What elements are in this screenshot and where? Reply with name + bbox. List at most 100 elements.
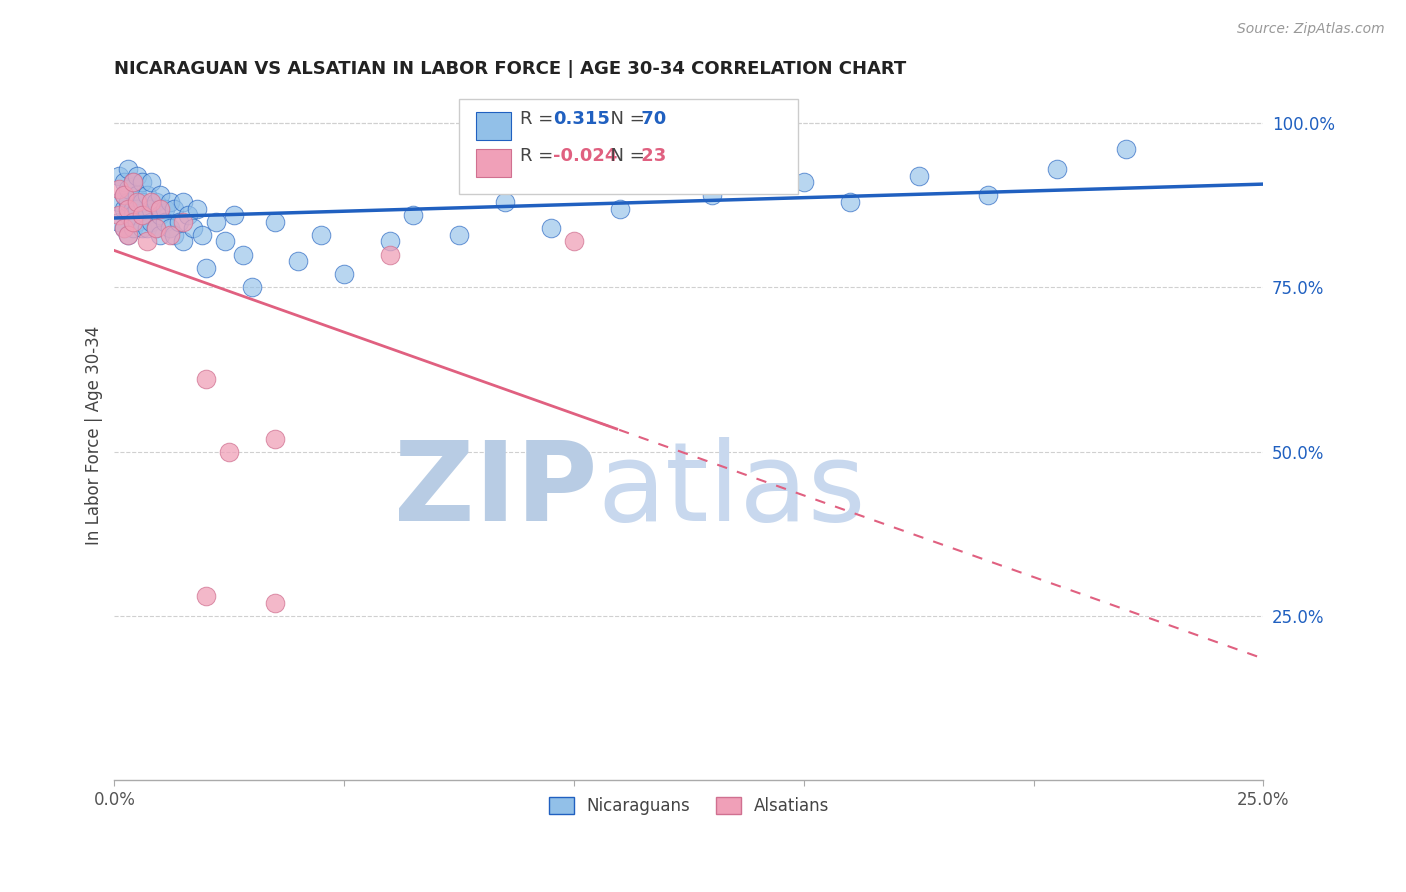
Point <box>121 221 143 235</box>
Point <box>141 215 163 229</box>
Point <box>204 215 226 229</box>
Point <box>121 215 143 229</box>
Point <box>112 221 135 235</box>
Point <box>232 247 254 261</box>
Point <box>141 175 163 189</box>
Text: N =: N = <box>599 111 645 128</box>
Point <box>609 202 631 216</box>
Point <box>159 221 181 235</box>
Text: NICARAGUAN VS ALSATIAN IN LABOR FORCE | AGE 30-34 CORRELATION CHART: NICARAGUAN VS ALSATIAN IN LABOR FORCE | … <box>114 60 907 78</box>
Point <box>195 260 218 275</box>
Point <box>108 208 131 222</box>
Point <box>181 221 204 235</box>
Point <box>108 182 131 196</box>
Point <box>159 194 181 209</box>
Point <box>402 208 425 222</box>
Point <box>135 208 157 222</box>
Point <box>907 169 929 183</box>
FancyBboxPatch shape <box>477 149 510 177</box>
Point <box>149 202 172 216</box>
Point <box>1115 143 1137 157</box>
Point <box>838 194 860 209</box>
Point <box>145 194 167 209</box>
Y-axis label: In Labor Force | Age 30-34: In Labor Force | Age 30-34 <box>86 326 103 545</box>
Point <box>117 202 139 216</box>
Point <box>186 202 208 216</box>
Point <box>121 175 143 189</box>
Text: N =: N = <box>599 147 645 165</box>
Point <box>127 215 149 229</box>
Point <box>112 202 135 216</box>
Point <box>117 227 139 242</box>
Point <box>333 267 356 281</box>
Point <box>145 221 167 235</box>
Point <box>131 175 153 189</box>
Legend: Nicaraguans, Alsatians: Nicaraguans, Alsatians <box>540 789 838 823</box>
Point <box>380 247 402 261</box>
Point <box>1045 162 1067 177</box>
Point <box>112 221 135 235</box>
Point <box>264 215 287 229</box>
Point <box>149 188 172 202</box>
Point <box>117 208 139 222</box>
Point <box>163 202 186 216</box>
Text: ZIP: ZIP <box>394 437 598 544</box>
Point <box>127 188 149 202</box>
Point <box>195 589 218 603</box>
Text: 70: 70 <box>636 111 666 128</box>
Point <box>117 194 139 209</box>
Text: 0.315: 0.315 <box>554 111 610 128</box>
Point <box>172 235 194 249</box>
Point <box>131 208 153 222</box>
Point <box>309 227 332 242</box>
Point <box>127 194 149 209</box>
Point <box>540 221 562 235</box>
Point <box>117 227 139 242</box>
Text: Source: ZipAtlas.com: Source: ZipAtlas.com <box>1237 22 1385 37</box>
Point <box>494 194 516 209</box>
Point <box>240 280 263 294</box>
Point <box>112 188 135 202</box>
Point <box>112 175 135 189</box>
Point <box>449 227 471 242</box>
Point <box>121 202 143 216</box>
Point <box>121 175 143 189</box>
Point <box>159 227 181 242</box>
Point <box>149 227 172 242</box>
Point <box>108 194 131 209</box>
Text: R =: R = <box>520 111 560 128</box>
Point <box>218 444 240 458</box>
Text: atlas: atlas <box>598 437 866 544</box>
Point <box>117 182 139 196</box>
Point <box>793 175 815 189</box>
Point <box>153 202 176 216</box>
Point <box>149 208 172 222</box>
Point <box>135 188 157 202</box>
Text: -0.024: -0.024 <box>554 147 617 165</box>
Point <box>135 221 157 235</box>
Point <box>167 215 190 229</box>
Point <box>108 169 131 183</box>
Point <box>108 215 131 229</box>
Point <box>172 194 194 209</box>
Point <box>127 202 149 216</box>
Point <box>195 372 218 386</box>
Text: 23: 23 <box>636 147 666 165</box>
Point <box>131 194 153 209</box>
Point <box>177 208 200 222</box>
Point <box>127 169 149 183</box>
Text: R =: R = <box>520 147 560 165</box>
Point <box>562 235 585 249</box>
Point <box>190 227 212 242</box>
Point <box>131 221 153 235</box>
Point <box>172 215 194 229</box>
Point <box>135 235 157 249</box>
Point <box>121 208 143 222</box>
Point <box>145 221 167 235</box>
Point <box>214 235 236 249</box>
Point <box>163 227 186 242</box>
Point <box>141 202 163 216</box>
Point <box>264 432 287 446</box>
FancyBboxPatch shape <box>460 98 799 194</box>
Point <box>117 162 139 177</box>
